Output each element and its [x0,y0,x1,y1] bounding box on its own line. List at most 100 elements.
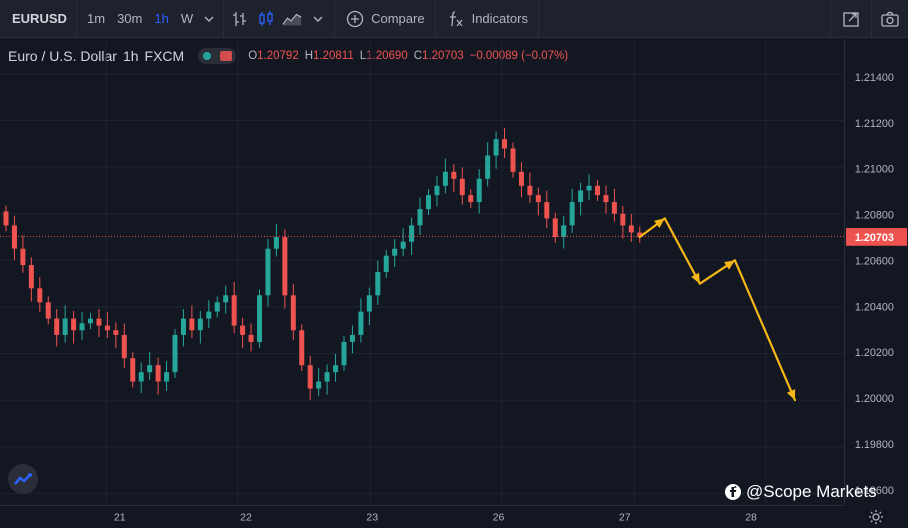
fullscreen-icon [841,9,861,29]
candle-body [273,237,279,249]
change-value: −0.00089 (−0.07%) [469,50,569,62]
price-scale[interactable]: 1.21400 1.21200 1.21000 1.20800 1.20600 1.204… [844,39,908,505]
last-price-text: 1.20703 [855,232,894,244]
candle-body [569,202,575,226]
time-tick-label: 26 [493,511,505,523]
arrow-head [724,260,735,270]
candle-body [333,365,339,373]
candle-body [45,302,51,319]
chart-grid [0,39,844,505]
last-price-badge [845,228,908,246]
candle-body [28,265,34,289]
price-tick-label: 1.20800 [855,210,894,222]
high-key: H [304,50,314,62]
candle-body [451,171,457,179]
candle-body [392,248,398,256]
candle-body [206,311,212,319]
candle-body [240,325,246,335]
compare-button[interactable]: Compare [335,0,434,38]
candle-body [502,139,508,149]
candle-body [459,178,465,196]
candle-body [468,195,474,203]
candle-body [493,139,499,156]
candle-body [172,334,178,373]
chart-type-group [224,9,334,29]
interval-1h[interactable]: 1h [154,11,169,26]
brand-logo-icon [725,484,741,500]
chevron-down-icon[interactable] [308,9,328,29]
interval-w[interactable]: W [180,11,194,26]
watermark: @Scope Markets [724,482,877,502]
interval-30m[interactable]: 30m [117,11,143,26]
candle-body [586,185,592,191]
status-dot-icon [202,52,211,60]
time-scale[interactable]: 21 22 23 26 27 28 [0,505,844,528]
candle-body [611,202,617,214]
high-value: 1.20811 [313,50,354,62]
candle-body [417,209,423,226]
candle-body [223,295,229,303]
candle-body [62,318,68,335]
candle-body [375,272,381,296]
candle-body [71,318,77,331]
indicators-label: Indicators [471,11,528,26]
interval-1m[interactable]: 1m [87,11,106,26]
time-ticks: 21 22 23 26 27 28 [114,511,757,523]
bar-chart-icon[interactable] [230,9,250,29]
price-chart[interactable] [0,39,844,505]
chevron-down-icon[interactable] [199,9,219,29]
menu-icon [219,51,232,61]
candle-body [561,225,567,238]
settings-button[interactable] [866,507,886,527]
candle-body [358,311,364,335]
instrument-name: Euro / U.S. Dollar [8,48,117,64]
candle-body [426,195,431,210]
symbol-search[interactable]: EURUSD [12,11,67,26]
candle-body [535,195,541,203]
candle-body [316,381,322,389]
candle-body [88,318,93,324]
candle-body [180,318,186,335]
toolbar-divider [434,0,436,38]
candle-body [282,237,288,296]
legend-toggle[interactable] [198,48,237,64]
time-tick-label: 27 [619,511,631,523]
chart-legend: Euro / U.S. Dollar 1h FXCM O1.20792 H1.2… [8,46,568,66]
candle-body [434,185,440,196]
candle-body [104,325,110,331]
candle-body [349,334,355,342]
fx-icon [446,9,466,29]
candle-body [442,171,448,186]
arrow-head [654,218,665,229]
candle-body [510,148,516,172]
candle-body [231,295,237,326]
candle-body [595,185,600,196]
candle-body [383,255,389,272]
candle-body [341,341,347,366]
candle-body [544,202,550,219]
candle-body [96,318,102,326]
forecast-arrow [638,217,797,402]
area-chart-icon[interactable] [282,9,302,29]
price-tick-label: 1.21400 [855,72,894,84]
indicators-button[interactable]: Indicators [436,0,538,38]
candle-body [197,318,203,331]
candle-body [37,288,43,303]
candle-body [189,318,195,331]
candle-body [578,190,584,203]
price-tick-label: 1.21000 [855,164,894,176]
price-tick-label: 1.19600 [855,485,894,497]
arrow-head [786,389,796,401]
candle-body [155,365,161,382]
toolbar-divider [76,0,77,38]
tradingview-logo[interactable] [8,464,38,494]
candle-body [400,241,406,249]
toolbar-divider [871,0,872,38]
open-value: 1.20792 [257,50,299,62]
candle-chart-icon[interactable] [256,9,276,29]
candle-body [366,295,372,312]
fullscreen-button[interactable] [831,0,871,38]
legend-exchange: FXCM [144,48,185,64]
price-ticks: 1.21400 1.21200 1.21000 1.20800 1.20600 1.204… [855,72,894,497]
snapshot-button[interactable] [872,0,908,38]
